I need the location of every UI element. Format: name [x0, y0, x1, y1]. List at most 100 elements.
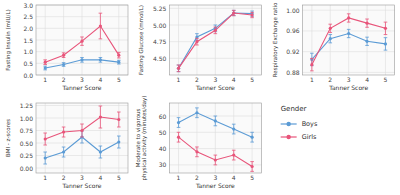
plot-area: [169, 103, 261, 173]
grid-line: [100, 5, 101, 75]
legend-marker: [286, 135, 290, 139]
error-bar: [43, 133, 47, 145]
y-tick-label: 5.00: [153, 22, 167, 29]
error-bar: [117, 112, 121, 127]
error-bar: [214, 27, 218, 34]
x-axis-label: Tanner Score: [328, 84, 368, 91]
grid-line: [215, 103, 216, 173]
data-point: [232, 11, 235, 14]
data-point: [232, 153, 235, 156]
x-tick-label: 4: [98, 174, 102, 181]
y-tick-label: 1.25: [20, 102, 34, 109]
data-point: [99, 150, 102, 153]
grid-line: [118, 5, 119, 75]
data-point: [177, 136, 180, 139]
grid-line: [100, 103, 101, 173]
x-tick-label: 2: [62, 76, 66, 83]
data-point: [384, 42, 387, 45]
data-point: [365, 22, 368, 25]
error-bar: [99, 106, 103, 128]
y-tick-label: 0.5: [23, 60, 33, 67]
data-point: [117, 118, 120, 121]
data-point: [99, 58, 102, 61]
data-point: [44, 61, 47, 64]
series-line: [45, 26, 119, 62]
data-group: [177, 108, 254, 171]
series-line: [312, 34, 386, 60]
error-bar: [250, 132, 254, 142]
plot-frame: [36, 103, 128, 173]
error-bar: [99, 58, 103, 63]
data-point: [310, 63, 313, 66]
x-tick-label: 4: [98, 76, 102, 83]
error-bar: [62, 147, 66, 157]
grid-line: [233, 103, 234, 173]
x-tick-label: 5: [117, 76, 121, 83]
error-bar: [62, 53, 66, 58]
error-bar: [80, 58, 84, 63]
x-tick-label: 5: [250, 76, 254, 83]
x-tick-label: 3: [347, 76, 351, 83]
data-point: [80, 40, 83, 43]
panel: 3040506012345Tanner ScoreModerate to vig…: [135, 96, 261, 189]
error-bar: [99, 146, 103, 158]
grid-line: [169, 164, 261, 165]
error-bar: [384, 22, 388, 34]
data-point: [329, 27, 332, 30]
error-bar: [43, 66, 47, 70]
y-tick-label: 0.25: [20, 152, 34, 159]
x-tick-label: 5: [250, 174, 254, 181]
data-point: [177, 67, 180, 70]
error-bar: [347, 29, 351, 37]
error-bar: [365, 37, 369, 45]
error-bar: [214, 116, 218, 126]
y-axis-label: Moderate to vigorousphysical activity (m…: [135, 96, 148, 181]
y-tick-label: 1.0: [23, 48, 33, 55]
error-bar: [117, 136, 121, 148]
data-point: [195, 35, 198, 38]
data-point: [195, 111, 198, 114]
x-axis-label: Tanner Score: [62, 182, 102, 189]
data-point: [214, 29, 217, 32]
data-group: [310, 14, 387, 71]
x-tick-label: 2: [195, 76, 199, 83]
grid-line: [63, 103, 64, 173]
plot-area: [303, 5, 395, 75]
plot-frame: [169, 5, 261, 75]
series-line: [312, 18, 386, 65]
data-point: [62, 63, 65, 66]
y-tick-label: 5.25: [153, 5, 167, 12]
data-point: [99, 24, 102, 27]
y-tick-label: 1.00: [286, 7, 300, 14]
x-axis-label: Tanner Score: [195, 84, 235, 91]
series-line: [179, 13, 253, 68]
data-point: [232, 11, 235, 14]
x-tick-label: 3: [80, 76, 84, 83]
grid-line: [36, 143, 128, 144]
error-bar: [177, 118, 181, 128]
y-tick-label: 0.00: [20, 165, 34, 172]
data-point: [44, 137, 47, 140]
legend: GenderBoysGirls: [281, 105, 318, 141]
data-point: [44, 66, 47, 69]
data-point: [195, 40, 198, 43]
grid-line: [348, 5, 349, 75]
error-bar: [195, 38, 199, 45]
error-bar: [177, 132, 181, 142]
x-tick-label: 5: [384, 76, 388, 83]
error-bar: [80, 124, 84, 137]
data-point: [99, 115, 102, 118]
y-tick-label: 2.5: [23, 13, 33, 20]
x-tick-label: 4: [365, 76, 369, 83]
y-tick-label: 1.00: [20, 115, 34, 122]
data-point: [251, 136, 254, 139]
grid-line: [215, 5, 216, 75]
error-bar: [80, 37, 84, 45]
error-bar: [195, 147, 199, 157]
data-point: [177, 121, 180, 124]
data-point: [214, 119, 217, 122]
error-bar: [384, 38, 388, 50]
y-tick-label: 30: [159, 161, 167, 168]
error-bar: [232, 124, 236, 134]
x-tick-label: 4: [232, 76, 236, 83]
